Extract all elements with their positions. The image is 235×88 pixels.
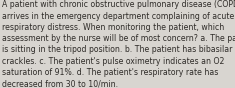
Text: A patient with chronic obstructive pulmonary disease (COPD)
arrives in the emerg: A patient with chronic obstructive pulmo… — [2, 0, 235, 88]
